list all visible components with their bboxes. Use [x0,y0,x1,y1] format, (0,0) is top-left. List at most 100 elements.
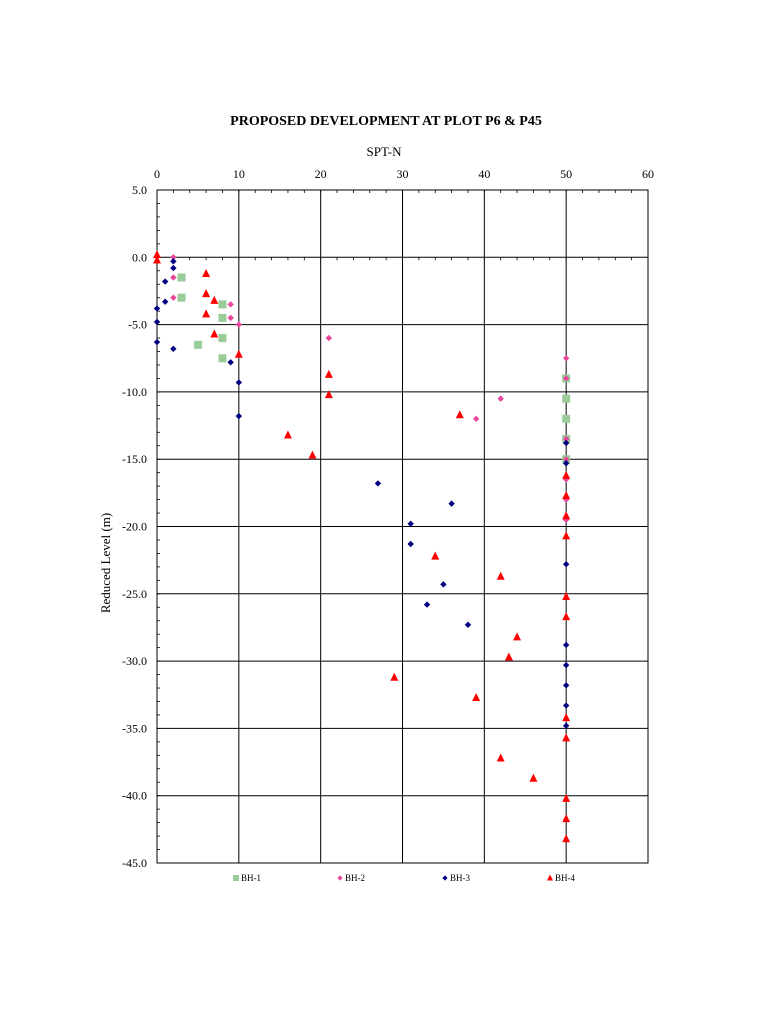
x-tick-label: 20 [315,167,327,181]
data-point [562,516,570,523]
data-point [562,591,571,600]
data-point [562,435,570,443]
legend-marker [233,875,239,881]
x-axis-label: SPT-N [367,144,403,159]
grid [157,190,648,863]
data-point [325,334,333,342]
data-point [423,601,431,608]
data-point [210,295,219,304]
data-point [177,273,186,282]
y-axis-label: Reduced Level (m) [98,513,113,613]
data-point [562,460,570,467]
data-point [562,414,571,423]
data-point [407,520,414,528]
data-point [496,571,505,580]
data-point [161,278,169,285]
data-point [562,531,571,540]
y-tick-label: -45.0 [122,856,147,870]
data-point [562,814,571,823]
data-point [210,329,219,338]
x-tick-label: 50 [560,167,572,181]
data-point [562,641,570,649]
x-tick-label: 30 [397,167,409,181]
x-tick-label: 40 [478,167,490,181]
data-point [235,321,243,328]
data-point [390,672,399,681]
legend-marker [337,875,343,881]
legend-entry-bh-2: BH-2 [337,873,365,883]
data-point [464,621,472,628]
data-point [448,500,455,507]
data-point [153,305,161,312]
data-point [161,298,169,305]
data-point [218,354,227,363]
data-point [218,334,227,343]
data-point [153,338,161,346]
legend-entry-bh-1: BH-1 [233,873,261,883]
data-point [324,390,333,399]
data-point [308,450,317,459]
data-point [562,491,571,500]
legend-marker [547,874,553,881]
legend-entry-bh-4: BH-4 [547,873,575,883]
y-tick-label: 0.0 [132,250,147,264]
legend-label: BH-4 [555,873,575,883]
data-point [202,289,211,298]
data-point [562,456,570,463]
y-tick-labels: 5.0 0.0 -5.0 -10.0 -15.0 -20.0 -25.0 -30.0 -35.0… [122,183,147,870]
y-tick-label: -5.0 [128,318,147,332]
legend-label: BH-2 [345,873,365,883]
y-tick-label: -20.0 [122,520,147,534]
data-point [235,412,243,420]
y-tick-label: -30.0 [122,654,147,668]
data-point [202,309,211,318]
data-point [170,264,177,272]
y-tick-label: -40.0 [122,789,147,803]
data-point [153,255,161,264]
x-tick-label: 10 [233,167,245,181]
series-bh-4 [153,250,571,843]
data-point [170,254,177,261]
legend: BH-1 BH-2 BH-3 BH-4 [233,873,575,883]
data-point [472,692,481,701]
data-point [472,415,480,423]
data-point [562,470,571,479]
data-point [193,340,202,349]
data-point [440,581,447,588]
series-bh-2 [170,254,570,523]
data-point [497,395,504,402]
y-tick-label: -35.0 [122,721,147,735]
data-point [562,394,571,403]
data-point [235,379,243,386]
data-point [227,359,234,366]
data-point [218,313,227,322]
data-point [153,250,161,259]
legend-entry-bh-3: BH-3 [442,873,470,883]
data-point [234,349,243,358]
data-point [562,793,571,802]
data-point [562,439,570,447]
minor-ticks [156,189,649,864]
data-point [227,314,234,322]
data-point [283,430,292,439]
data-point [496,753,505,762]
series-bh-3 [153,258,570,729]
data-point [562,375,570,382]
legend-label: BH-1 [241,873,261,883]
data-point [562,702,570,709]
y-tick-label: -25.0 [122,587,147,601]
data-point [562,733,571,742]
y-tick-label: 5.0 [132,183,147,197]
y-tick-label: -10.0 [122,385,147,399]
data-point [562,722,570,729]
x-tick-labels: 0 10 20 30 40 50 60 [154,167,654,181]
data-point [153,318,161,326]
x-tick-label: 60 [642,167,654,181]
x-tick-label: 0 [154,167,160,181]
data-point [562,682,570,689]
data-point [562,511,571,520]
data-point [431,551,440,560]
chart-title: PROPOSED DEVELOPMENT AT PLOT P6 & P45 [230,114,542,129]
data-point [562,560,570,568]
